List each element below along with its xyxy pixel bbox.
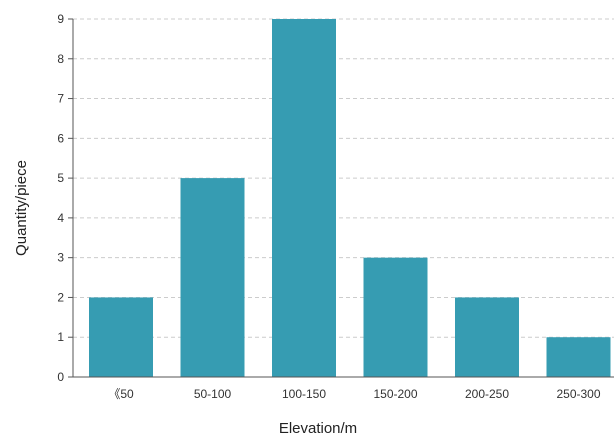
bar-1 (89, 297, 153, 377)
y-tick-label: 7 (57, 92, 64, 106)
bar-2 (180, 178, 245, 377)
bars (89, 19, 611, 377)
gridlines (73, 18, 614, 338)
y-tick-label: 2 (57, 290, 64, 304)
x-tick-labels: 《50 50-100 100-150 150-200 200-250 250-300 (108, 387, 601, 401)
bar-5 (455, 297, 519, 377)
y-tick-label: 4 (57, 211, 64, 225)
x-tick-label: 50-100 (194, 387, 232, 401)
bar-6 (546, 337, 611, 377)
y-tick-label: 6 (57, 131, 64, 145)
y-tick-label: 9 (57, 12, 64, 26)
y-tick-label: 0 (57, 370, 64, 384)
axes (68, 18, 614, 378)
y-tick-labels: 0 1 2 3 4 5 6 7 8 9 (57, 12, 64, 384)
y-tick-label: 3 (57, 251, 64, 265)
y-tick-label: 1 (57, 330, 64, 344)
y-axis-title: Quantity/piece (13, 160, 30, 256)
bar-3 (272, 19, 336, 377)
x-tick-label: 100-150 (282, 387, 326, 401)
bar-4 (363, 257, 428, 377)
y-tick-label: 5 (57, 171, 64, 185)
x-tick-label: 《50 (108, 387, 134, 401)
x-axis-title: Elevation/m (279, 420, 357, 437)
x-tick-label: 200-250 (465, 387, 509, 401)
y-tick-label: 8 (57, 52, 64, 66)
x-tick-label: 150-200 (373, 387, 417, 401)
x-tick-label: 250-300 (556, 387, 600, 401)
